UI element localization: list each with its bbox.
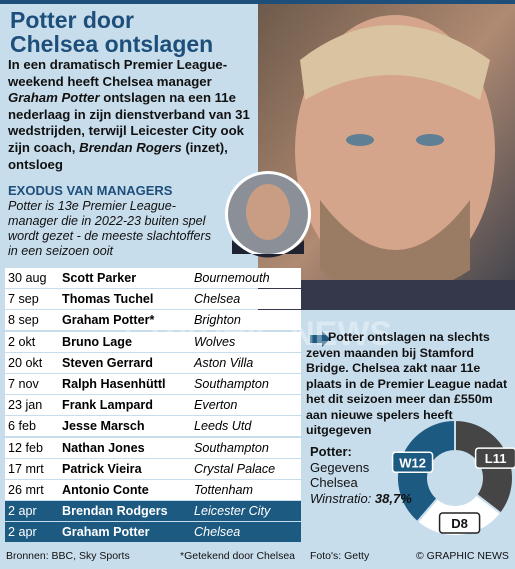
- value-label-box: [474, 447, 515, 469]
- photo-credit: Foto's: Getty: [310, 550, 370, 562]
- value-label: W12: [399, 455, 426, 470]
- manager: Graham Potter: [62, 525, 150, 540]
- value-label: L11: [485, 451, 507, 466]
- intro-part: In een dramatisch Premier League-weekend…: [8, 57, 228, 89]
- club: Wolves: [194, 334, 236, 349]
- club: Leeds Utd: [194, 419, 252, 434]
- date: 2 apr: [8, 504, 37, 519]
- date: 20 okt: [8, 355, 43, 370]
- footnote: *Getekend door Chelsea: [180, 550, 295, 562]
- table-row: 23 jan Frank Lampard Everton: [5, 395, 301, 416]
- club: Crystal Palace: [194, 461, 276, 476]
- date: 7 sep: [8, 292, 39, 307]
- date: 17 mrt: [8, 461, 44, 476]
- club: Southampton: [194, 377, 269, 391]
- ratio-value: 38,7%: [374, 490, 412, 506]
- date: 26 mrt: [8, 483, 44, 497]
- table-row: 2 okt Bruno Lage Wolves: [5, 331, 301, 352]
- manager: Graham Potter*: [62, 313, 155, 328]
- table-row: 26 mrt Antonio Conte Tottenham: [5, 480, 301, 500]
- intro-part: (inzet), ontsloeg: [8, 139, 228, 172]
- manager: Nathan Jones: [62, 440, 145, 455]
- date: 23 jan: [8, 398, 43, 413]
- ratio-label: Winstratio:: [310, 490, 372, 506]
- intro-part: Brendan Rogers: [79, 139, 182, 155]
- manager: Patrick Vieira: [62, 461, 142, 476]
- table-row: 7 nov Ralph Hasenhüttl Southampton: [5, 374, 301, 394]
- value-label-box: [438, 512, 481, 534]
- section-title: EXODUS VAN MANAGERS: [8, 183, 173, 198]
- club: Chelsea: [194, 292, 241, 307]
- club: Tottenham: [194, 483, 254, 497]
- note: Potter ontslagen na slechts zeven maande…: [306, 330, 511, 439]
- manager: Ralph Hasenhüttl: [62, 377, 166, 391]
- manager: Thomas Tuchel: [62, 292, 154, 307]
- manager: Bruno Lage: [62, 334, 132, 349]
- club: Everton: [194, 398, 238, 413]
- table-row: 8 sep Graham Potter* Brighton: [5, 310, 301, 331]
- table-row: 20 okt Steven Gerrard Aston Villa: [5, 352, 301, 373]
- stats-heading: Potter:: [310, 444, 352, 459]
- club: Bournemouth: [194, 271, 270, 285]
- date: 30 aug: [8, 271, 47, 285]
- manager: Brendan Rodgers: [62, 504, 168, 519]
- manager: Jesse Marsch: [62, 419, 145, 434]
- intro: In een dramatisch Premier League-weekend…: [8, 57, 258, 173]
- table-row: 7 sep Thomas Tuchel Chelsea: [5, 289, 301, 310]
- date: 8 sep: [8, 313, 39, 328]
- title: Potter door Chelsea ontslagen: [10, 8, 213, 56]
- inset-photo: [225, 171, 311, 258]
- table-row: 12 feb Nathan Jones Southampton: [5, 437, 301, 458]
- table-row: 17 mrt Patrick Vieira Crystal Palace: [5, 458, 301, 479]
- arrow-icon: [310, 331, 330, 347]
- club: Aston Villa: [194, 355, 254, 370]
- table-row: 6 feb Jesse Marsch Leeds Utd: [5, 416, 301, 437]
- manager: Steven Gerrard: [62, 355, 153, 370]
- title-line: Chelsea ontslagen: [10, 31, 214, 57]
- sources: Bronnen: BBC, Sky Sports: [6, 550, 130, 562]
- photo: [258, 4, 515, 310]
- manager: Antonio Conte: [62, 483, 149, 497]
- date: 2 apr: [8, 525, 37, 540]
- manager: Frank Lampard: [62, 398, 153, 413]
- top-bar: [0, 0, 515, 4]
- stats: Potter: Gegevens Chelsea Winstratio: 38,…: [310, 444, 412, 506]
- date: 6 feb: [8, 419, 37, 434]
- value-label: D8: [451, 516, 468, 531]
- section-subtitle: Potter is 13e Premier League-manager die…: [8, 199, 211, 258]
- note-text: Potter ontslagen na slechts zeven maande…: [306, 330, 508, 437]
- date: 7 nov: [8, 377, 39, 391]
- stats-line: Chelsea: [310, 475, 358, 490]
- intro-part: Graham Potter: [8, 90, 100, 106]
- club: Southampton: [194, 440, 269, 455]
- table-row: 30 aug Scott Parker Bournemouth: [5, 268, 301, 288]
- intro-part: ontslagen na een 11e nederlaag in zijn d…: [8, 90, 250, 155]
- date: 12 feb: [8, 440, 44, 455]
- stats-line: Gegevens: [310, 459, 370, 475]
- date: 2 okt: [8, 334, 36, 349]
- value-label-box: [391, 451, 434, 474]
- copyright: © GRAPHIC NEWS: [416, 550, 509, 562]
- table-row: 2 apr Brendan Rodgers Leicester City: [5, 501, 301, 522]
- club: Brighton: [194, 313, 241, 328]
- club: Leicester City: [194, 504, 271, 519]
- title-line: Potter door: [10, 7, 134, 33]
- club: Chelsea: [194, 525, 241, 540]
- manager: Scott Parker: [62, 271, 137, 285]
- table-row: 2 apr Graham Potter Chelsea: [5, 522, 301, 543]
